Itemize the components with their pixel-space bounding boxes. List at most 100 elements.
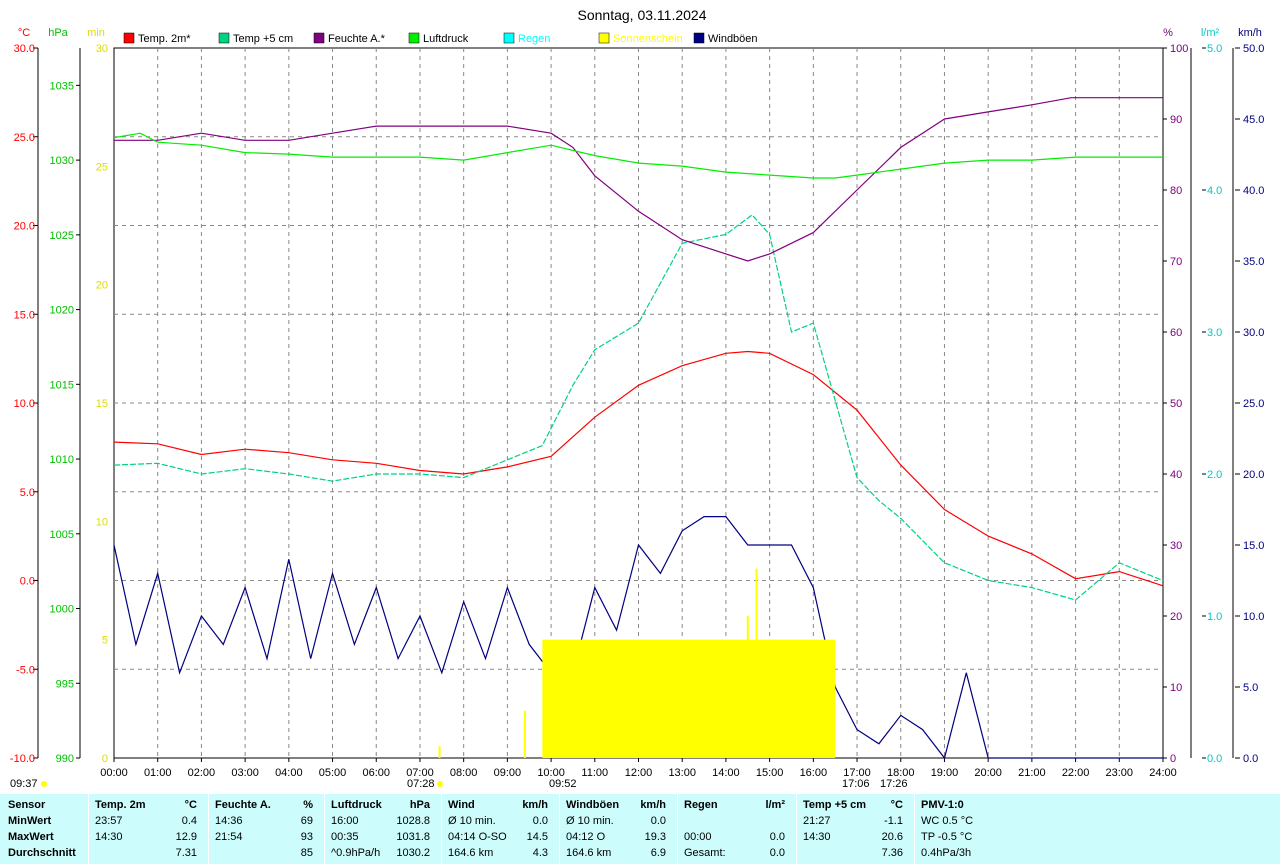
pressure-tick-label: 1025 [50, 230, 74, 242]
humidity-tick-label: 80 [1170, 185, 1182, 197]
wind-tick-label: 40.0 [1243, 185, 1264, 197]
group-cell-value: 0.0 [532, 815, 548, 827]
group-cell-label: 23:57 [95, 815, 123, 827]
group-cell-label: 21:27 [803, 815, 831, 827]
legend-swatch [408, 32, 420, 44]
x-tick-label: 09:00 [494, 767, 522, 779]
group-cell-label: 0.4hPa/3h [921, 847, 972, 859]
sunmin-tick-label: 25 [96, 161, 108, 173]
group-cell-value: 6.9 [650, 847, 666, 859]
group-cell-label: 164.6 km [448, 847, 494, 859]
group-cell-label: Gesamt: [684, 847, 726, 859]
group-cell-value: 4.3 [532, 847, 548, 859]
humidity-tick-label: 50 [1170, 398, 1182, 410]
marker-0952: 09:52 [549, 778, 577, 790]
sunshine-bar [755, 568, 758, 758]
wind-tick-label: 15.0 [1243, 540, 1264, 552]
series-line-temp-5-cm [113, 214, 1164, 601]
x-tick-label: 13:00 [668, 767, 696, 779]
legend-swatch [313, 32, 325, 44]
weather-chart: Sonntag, 03.11.2024 Temp. 2m* Temp +5 cm Fe… [10, 7, 1265, 790]
group-cell-value: 1030.2 [396, 847, 430, 859]
humidity-tick-label: 70 [1170, 256, 1182, 268]
summary-group: PMV-1:0 WC 0.5 °C TP -0.5 °C 0.4hPa/3h [914, 794, 1035, 864]
group-cell-value: 69 [300, 815, 313, 827]
summary-group: Feuchte A.% 14:36 69 21:54 93 85 [208, 794, 321, 864]
rain-tick-label: 1.0 [1207, 611, 1222, 623]
chart-title: Sonntag, 03.11.2024 [578, 7, 707, 23]
group-cell-label: 14:36 [215, 815, 243, 827]
summary-table: Sensor MinWert MaxWert Durchschnitt Temp. 2m… [0, 794, 1280, 864]
legend-swatch [693, 32, 705, 44]
temp-tick-label: 0.0 [20, 576, 35, 588]
wind-axis-unit: km/h [1238, 27, 1262, 39]
sunrise-icon [437, 781, 443, 787]
wind-tick-label: 30.0 [1243, 327, 1264, 339]
rain-tick-label: 3.0 [1207, 327, 1222, 339]
rain-axis-unit: l/m² [1201, 27, 1220, 39]
group-cell-label: Ø 10 min. [566, 815, 614, 827]
wind-tick-label: 20.0 [1243, 469, 1264, 481]
humidity-axis-unit: % [1163, 27, 1173, 39]
sunmin-tick-label: 0 [102, 753, 108, 765]
summary-group: Regen l/m² 00:00 0.0 Gesamt: 0.0 [677, 794, 793, 864]
legend-label: Windböen [708, 33, 758, 45]
x-tick-label: 20:00 [974, 767, 1002, 779]
wind-tick-label: 0.0 [1243, 753, 1258, 765]
group-title: Luftdruck [331, 799, 382, 811]
sunmin-tick-label: 30 [96, 43, 108, 55]
x-tick-label: 08:00 [450, 767, 478, 779]
group-cell-value: 7.36 [881, 847, 903, 859]
group-title: PMV-1:0 [921, 799, 964, 811]
group-unit: km/h [640, 799, 666, 811]
pressure-tick-label: 1005 [50, 529, 74, 541]
temp-tick-label: 15.0 [14, 309, 35, 321]
pressure-tick-label: 1030 [50, 155, 74, 167]
series-line-luftdruck [113, 132, 1163, 179]
legend-swatch [503, 32, 515, 44]
moonrise-time: 09:37 [10, 778, 38, 790]
temp-axis-unit: °C [18, 27, 30, 39]
x-tick-label: 02:00 [188, 767, 216, 779]
series-line-temp-2m- [113, 350, 1164, 587]
sunmin-tick-label: 20 [96, 280, 108, 292]
row-label: MinWert [8, 815, 52, 827]
legend-label: Luftdruck [423, 33, 469, 45]
moon-icon [41, 781, 47, 787]
group-unit: °C [890, 799, 903, 811]
wind-tick-label: 50.0 [1243, 43, 1264, 55]
temp-tick-label: 30.0 [14, 43, 35, 55]
pressure-tick-label: 990 [56, 753, 74, 765]
legend-label: Temp +5 cm [233, 33, 293, 45]
legend-label: Feuchte A.* [328, 33, 386, 45]
group-title: Temp +5 cm [803, 799, 867, 811]
group-cell-label: TP -0.5 °C [921, 831, 973, 843]
x-tick-label: 18:00 [887, 767, 915, 779]
group-cell-value: 12.9 [175, 831, 197, 843]
humidity-tick-label: 0 [1170, 753, 1176, 765]
rain-tick-label: 4.0 [1207, 185, 1222, 197]
humidity-tick-label: 60 [1170, 327, 1182, 339]
group-title: Windböen [566, 799, 620, 811]
series-line-windb-en [113, 516, 1163, 760]
humidity-tick-label: 20 [1170, 611, 1182, 623]
group-title: Wind [448, 799, 475, 811]
group-cell-label: 04:12 O [566, 831, 606, 843]
wind-tick-label: 35.0 [1243, 256, 1264, 268]
group-cell-value: -1.1 [884, 815, 903, 827]
humidity-tick-label: 40 [1170, 469, 1182, 481]
summary-group: Temp +5 cm °C 21:27 -1.1 14:30 20.6 7.36 [796, 794, 911, 864]
group-cell-label: 00:35 [331, 831, 359, 843]
x-tick-label: 17:00 [843, 767, 871, 779]
x-tick-label: 21:00 [1018, 767, 1046, 779]
temp-tick-label: 10.0 [14, 398, 35, 410]
group-cell-label: 164.6 km [566, 847, 612, 859]
group-cell-value: 0.0 [650, 815, 666, 827]
group-cell-label: ^0.9hPa/h [331, 847, 381, 859]
x-tick-label: 19:00 [931, 767, 959, 779]
group-cell-value: 0.0 [769, 831, 785, 843]
pressure-tick-label: 1035 [50, 80, 74, 92]
legend-label: Sonnenschein [613, 33, 683, 45]
group-cell-value: 1031.8 [396, 831, 430, 843]
legend-label: Temp. 2m* [138, 33, 191, 45]
